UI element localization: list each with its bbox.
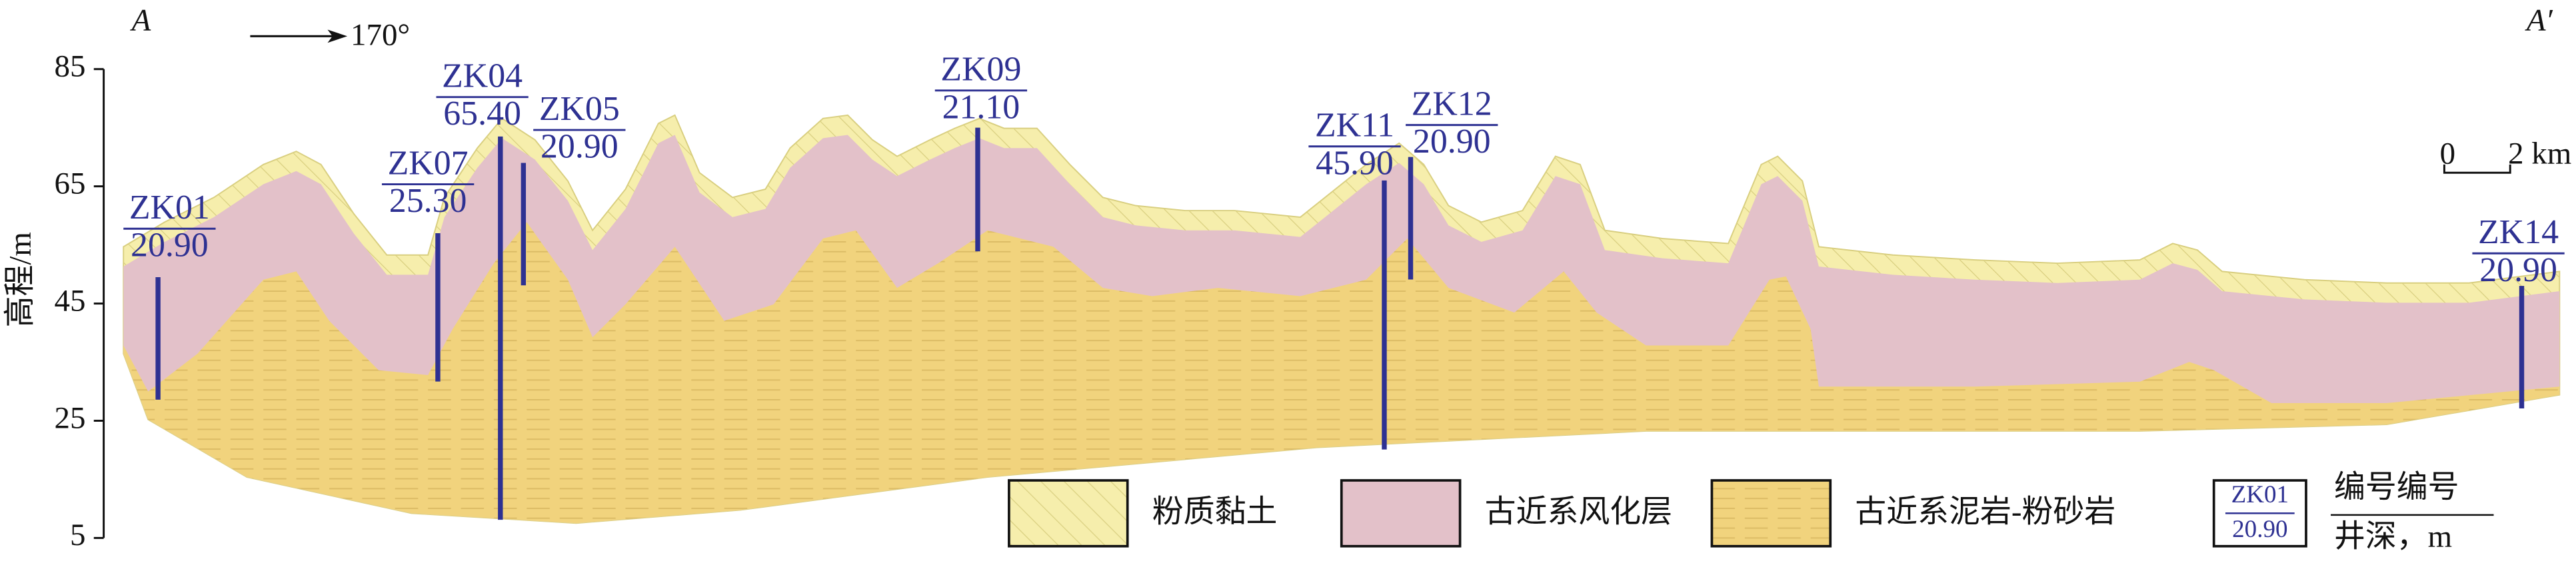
borehole-id: ZK09 <box>940 51 1021 89</box>
borehole-id: ZK05 <box>539 90 620 128</box>
borehole-id: ZK04 <box>442 57 523 95</box>
legend-borehole-id: ZK01 <box>2231 481 2289 508</box>
layers <box>123 114 2561 524</box>
borehole-id: ZK07 <box>388 144 469 182</box>
legend-swatch-weathered <box>1340 479 1462 548</box>
legend-label: 古近系泥岩-粉砂岩 <box>1855 495 2115 530</box>
legend-swatch-clay <box>1008 479 1129 548</box>
borehole-depth: 20.90 <box>541 128 619 166</box>
borehole-id: ZK12 <box>1412 85 1492 123</box>
direction-label: 170° <box>351 18 410 53</box>
borehole-depth: 25.30 <box>389 182 467 220</box>
legend-caption: 井深，m <box>2334 520 2452 554</box>
scale-start: 0 <box>2440 136 2455 171</box>
borehole-depth: 45.90 <box>1316 144 1394 182</box>
borehole-id: ZK01 <box>129 189 210 227</box>
legend-label: 粉质黏土 <box>1152 495 1278 530</box>
arrow-head <box>327 29 348 43</box>
legend-label: 古近系风化层 <box>1485 495 1672 530</box>
borehole-id: ZK14 <box>2478 213 2559 251</box>
legend-caption: 编号编号 <box>2334 470 2459 505</box>
borehole-depth: 20.90 <box>1413 123 1491 161</box>
borehole-depth: 20.90 <box>2479 251 2557 289</box>
y-tick-label: 65 <box>55 166 86 201</box>
section-start: A <box>130 3 151 37</box>
section-end: A′ <box>2525 3 2553 37</box>
y-tick-label: 85 <box>55 49 86 83</box>
legend-borehole-depth: 20.90 <box>2232 516 2287 543</box>
borehole-id: ZK11 <box>1315 107 1394 145</box>
borehole-depth: 21.10 <box>942 88 1020 126</box>
scale-bar <box>2443 164 2511 174</box>
borehole-depth: 20.90 <box>131 227 209 265</box>
scale-end: 2 km <box>2508 136 2571 171</box>
legend-swatch-mudstone <box>1710 479 1832 548</box>
y-axis-label: 高程/m <box>3 232 37 327</box>
y-tick-label: 25 <box>55 400 86 435</box>
y-tick-label: 5 <box>70 518 85 552</box>
y-tick-label: 45 <box>55 283 86 318</box>
layer-mudstone <box>123 222 2560 524</box>
borehole-depth: 65.40 <box>443 95 521 133</box>
